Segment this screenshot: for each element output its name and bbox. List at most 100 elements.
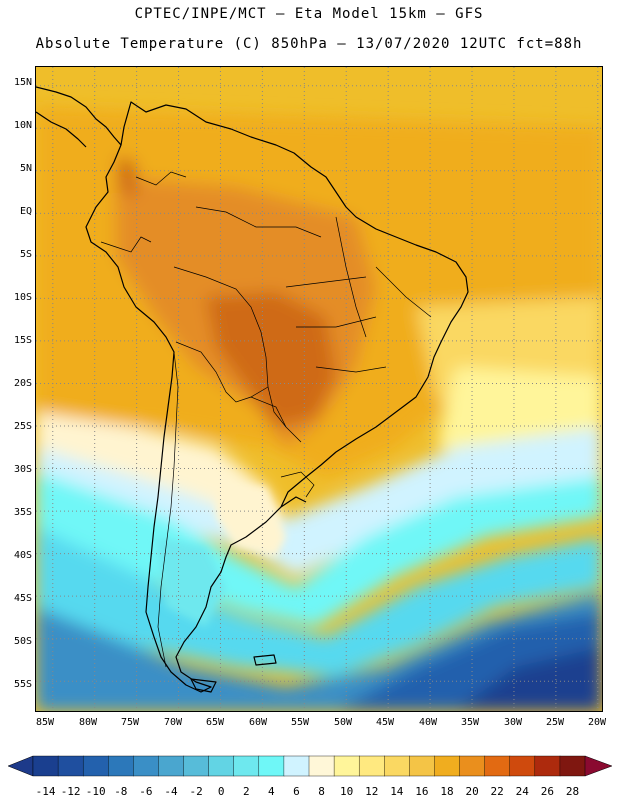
- colorbar-tick-label: 24: [516, 785, 530, 798]
- field-patagonia-cream: [216, 487, 286, 557]
- colorbar-tick-label: 20: [465, 785, 478, 798]
- lon-label: 70W: [163, 717, 183, 728]
- colorbar-tick-label: 12: [365, 785, 378, 798]
- falklands: [253, 654, 277, 666]
- colorbar-swatch: [108, 755, 134, 777]
- lat-label: 40S: [13, 550, 32, 561]
- colorbar-swatch: [559, 755, 586, 777]
- graticule: [36, 67, 602, 711]
- colorbar-tick-label: -4: [164, 785, 178, 798]
- colorbar-tick-label: 10: [340, 785, 353, 798]
- colorbar-labels: -14 -12 -10 -8 -6 -4 -2 0 2 4 6 8 10 12 14 16 18 20 22 24 26…: [36, 785, 579, 798]
- field-southern-cone-cyan: [156, 537, 226, 627]
- colorbar-swatches: [32, 755, 586, 777]
- colorbar-tick-label: 18: [440, 785, 453, 798]
- uruguay-border: [280, 471, 315, 498]
- colorbar-swatch: [82, 755, 109, 777]
- lon-label: 45W: [375, 717, 395, 728]
- lon-label: 75W: [120, 717, 140, 728]
- lon-label: 30W: [503, 717, 523, 728]
- lat-label: 45S: [13, 593, 32, 604]
- colorbar-tick-label: -12: [61, 785, 81, 798]
- temperature-map: [35, 66, 603, 712]
- lat-label: 5N: [19, 163, 32, 174]
- colorbar-tick-label: 22: [491, 785, 504, 798]
- lon-label: 60W: [248, 717, 268, 728]
- colorbar-swatch: [409, 755, 435, 777]
- colorbar-swatch: [509, 755, 536, 777]
- country-borders: [100, 171, 432, 668]
- field-pale-blue-band: [36, 427, 602, 577]
- field-cyan2-band: [36, 527, 602, 677]
- colorbar-swatch: [333, 755, 360, 777]
- colorbar-swatch: [308, 755, 335, 777]
- colorbar-swatch: [384, 755, 410, 777]
- lon-label: 50W: [333, 717, 353, 728]
- colorbar-swatch: [283, 755, 310, 777]
- colorbar-svg: -14 -12 -10 -8 -6 -4 -2 0 2 4 6 8 10 12 14 16 18 20 22 24 26…: [7, 755, 613, 798]
- central-america-coastline: [36, 86, 122, 146]
- coastlines: [36, 86, 469, 693]
- colorbar-tick-label: 6: [293, 785, 300, 798]
- colorbar-low-arrow: [7, 755, 34, 777]
- lon-label: 35W: [460, 717, 480, 728]
- colorbar-tick-label: -14: [36, 785, 56, 798]
- colorbar-tick-label: 2: [243, 785, 250, 798]
- colorbar-swatch: [208, 755, 235, 777]
- argentina-chile-border: [157, 351, 179, 668]
- field-hottest-core: [206, 292, 336, 427]
- colorbar-high-arrow: [584, 755, 613, 777]
- lat-label: 10S: [13, 292, 32, 303]
- lat-label: 5S: [19, 249, 32, 260]
- temperature-map-svg: [36, 67, 602, 711]
- south-america-coastline: [85, 101, 469, 693]
- lat-label: 30S: [13, 464, 32, 475]
- colorbar-tick-label: -8: [114, 785, 127, 798]
- chart-title-line1: CPTEC/INPE/MCT – Eta Model 15km – GFS: [134, 6, 484, 22]
- colorbar: -14 -12 -10 -8 -6 -4 -2 0 2 4 6 8 10 12 14 16 18 20 22 24 26…: [0, 750, 618, 800]
- chart-title-line2: Absolute Temperature (C) 850hPa – 13/07/…: [35, 36, 583, 52]
- lon-label: 65W: [205, 717, 225, 728]
- colorbar-swatch: [258, 755, 285, 777]
- field-andes-spot: [116, 157, 136, 197]
- lat-label: 20S: [13, 378, 32, 389]
- colorbar-tick-label: -10: [86, 785, 106, 798]
- colorbar-swatch: [534, 755, 561, 777]
- colorbar-swatch: [233, 755, 260, 777]
- lat-label: 15S: [13, 335, 32, 346]
- lon-label: 40W: [418, 717, 438, 728]
- paraguay-border: [250, 396, 287, 428]
- lon-label: 85W: [35, 717, 55, 728]
- colorbar-tick-label: 14: [390, 785, 404, 798]
- field-darkest-blue: [456, 647, 602, 711]
- colorbar-swatch: [183, 755, 210, 777]
- colorbar-tick-label: -2: [189, 785, 202, 798]
- tierra-del-fuego: [190, 678, 217, 693]
- lat-label: 55S: [13, 679, 32, 690]
- brazil-state-lines: [285, 216, 432, 373]
- colorbar-swatch: [133, 755, 159, 777]
- colorbar-tick-label: 0: [218, 785, 225, 798]
- caribbean-coastline: [36, 111, 87, 148]
- colorbar-swatch: [358, 755, 385, 777]
- colorbar-swatch: [434, 755, 461, 777]
- lat-label: 10N: [13, 120, 32, 131]
- brazil-west-border: [173, 266, 302, 443]
- temperature-field: [36, 107, 602, 711]
- lon-label: 80W: [78, 717, 98, 728]
- colorbar-tick-label: 4: [268, 785, 275, 798]
- colorbar-swatch: [57, 755, 84, 777]
- colorbar-swatch: [158, 755, 185, 777]
- lat-label: EQ: [19, 206, 32, 217]
- lat-label: 25S: [13, 421, 32, 432]
- lon-label: 55W: [290, 717, 310, 728]
- colorbar-tick-label: 28: [566, 785, 579, 798]
- colorbar-tick-label: 8: [318, 785, 325, 798]
- field-details: [156, 487, 286, 627]
- colorbar-tick-label: -6: [139, 785, 152, 798]
- colorbar-tick-label: 16: [415, 785, 428, 798]
- lat-label: 35S: [13, 507, 32, 518]
- colorbar-swatch: [459, 755, 486, 777]
- lon-label: 25W: [545, 717, 565, 728]
- lon-label: 20W: [587, 717, 607, 728]
